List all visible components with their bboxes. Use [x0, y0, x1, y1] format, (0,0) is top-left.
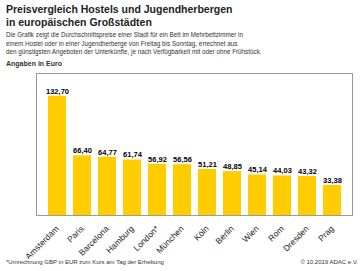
- html-text:*Umrechnung GBP in EUR zum Kur: *Umrechnung GBP in EUR zum Kurs am Tag d…: [6, 258, 164, 265]
- svg-text:66,40: 66,40: [73, 146, 92, 155]
- svg-text:Barcelona: Barcelona: [77, 223, 111, 257]
- svg-text:Dresden: Dresden: [281, 223, 311, 253]
- svg-text:Berlin: Berlin: [213, 223, 236, 246]
- svg-text:56,56: 56,56: [173, 155, 192, 164]
- svg-text:Paris: Paris: [65, 223, 86, 244]
- html-text:Preisvergleich Hostels und Jug: Preisvergleich Hostels und Jugendherberg…: [6, 3, 233, 28]
- svg-text:33,38: 33,38: [323, 176, 342, 185]
- svg-text:56,92: 56,92: [148, 154, 167, 163]
- svg-text:Wien: Wien: [240, 223, 261, 244]
- svg-text:61,74: 61,74: [123, 150, 143, 159]
- html-text:Angaben in Euro: Angaben in Euro: [6, 59, 62, 67]
- svg-text:44,03: 44,03: [273, 166, 292, 175]
- svg-text:London*: London*: [131, 223, 161, 253]
- svg-text:64,77: 64,77: [98, 147, 117, 156]
- svg-text:München: München: [154, 223, 186, 255]
- svg-text:51,21: 51,21: [198, 160, 217, 169]
- svg-text:Rom: Rom: [266, 223, 286, 243]
- svg-text:Hamburg: Hamburg: [104, 223, 136, 255]
- svg-text:48,85: 48,85: [223, 162, 242, 171]
- svg-text:45,14: 45,14: [248, 165, 268, 174]
- svg-text:Köln: Köln: [192, 223, 211, 242]
- html-text:Die Grafik zeigt die Durchschn: Die Grafik zeigt die Durchschnittspreise…: [6, 31, 262, 56]
- svg-text:132,70: 132,70: [46, 86, 69, 95]
- svg-text:Amsterdam: Amsterdam: [23, 223, 61, 258]
- svg-text:Prag: Prag: [316, 223, 336, 243]
- svg-text:43,32: 43,32: [298, 167, 317, 176]
- html-text:© 10.2019 ADAC e.V.: © 10.2019 ADAC e.V.: [300, 258, 358, 265]
